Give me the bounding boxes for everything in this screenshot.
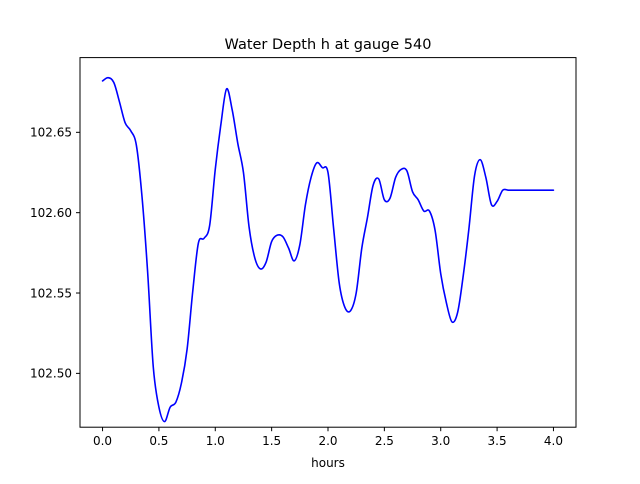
y-ticks: 102.50 102.55 102.60 102.65 xyxy=(30,126,80,381)
series-layer xyxy=(101,76,555,423)
x-tick-label: 0.0 xyxy=(93,434,112,448)
x-tick-label: 3.5 xyxy=(488,434,507,448)
y-tick-label: 102.55 xyxy=(30,286,72,300)
x-tick-label: 3.0 xyxy=(431,434,450,448)
plot-area xyxy=(80,57,576,428)
x-tick-label: 4.0 xyxy=(544,434,563,448)
chart-title: Water Depth h at gauge 540 xyxy=(225,37,432,53)
plot-frame xyxy=(79,57,577,428)
y-tick-label: 102.50 xyxy=(30,367,72,381)
y-tick-label: 102.60 xyxy=(30,206,72,220)
series-line-0 xyxy=(101,76,555,423)
x-axis-label: hours xyxy=(311,456,345,470)
x-tick-label: 2.5 xyxy=(375,434,394,448)
x-tick-label: 1.5 xyxy=(262,434,281,448)
x-ticks: 0.0 0.5 1.0 1.5 2.0 2.5 3.0 3.5 4.0 xyxy=(93,427,563,448)
x-tick-label: 1.0 xyxy=(206,434,225,448)
x-tick-label: 0.5 xyxy=(149,434,168,448)
x-tick-label: 2.0 xyxy=(318,434,337,448)
y-tick-label: 102.65 xyxy=(30,126,72,140)
